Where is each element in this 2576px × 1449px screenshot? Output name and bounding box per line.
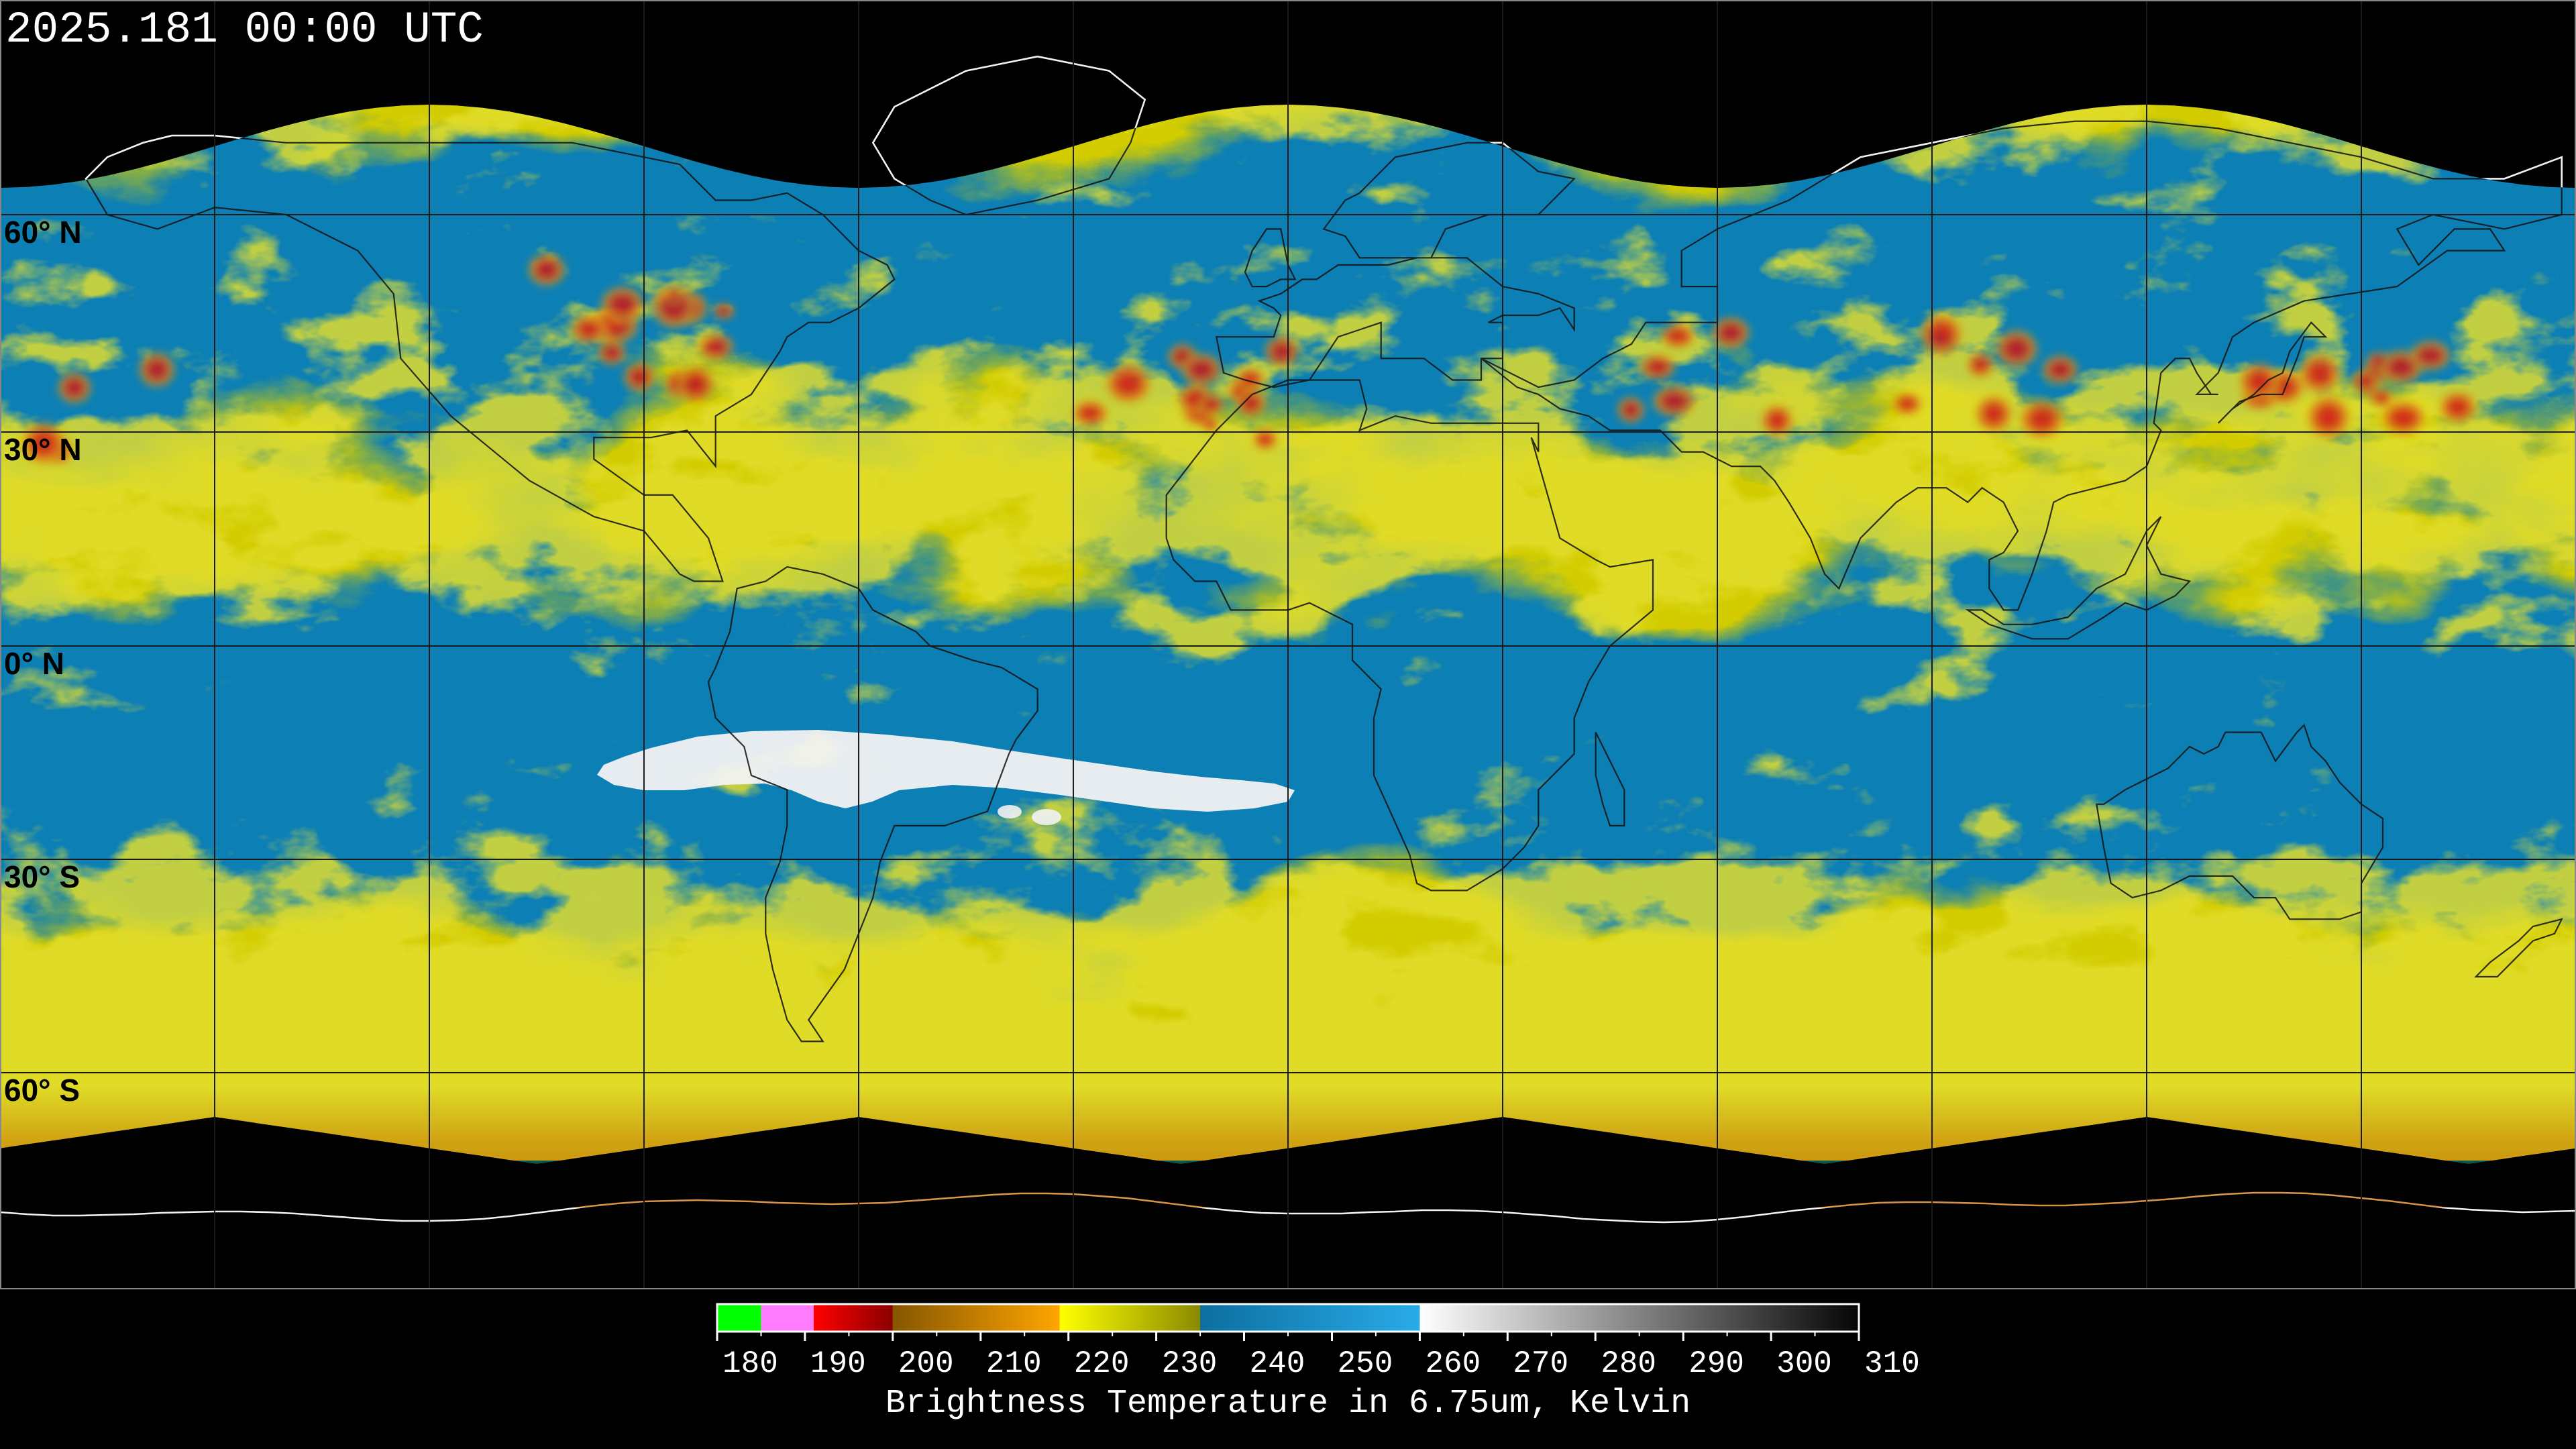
svg-text:310: 310 [1864, 1346, 1920, 1381]
svg-text:270: 270 [1513, 1346, 1568, 1381]
svg-text:250: 250 [1338, 1346, 1393, 1381]
svg-text:190: 190 [810, 1346, 866, 1381]
svg-text:240: 240 [1250, 1346, 1305, 1381]
svg-text:0° N: 0° N [4, 646, 64, 681]
svg-text:Brightness Temperature in 6.75: Brightness Temperature in 6.75um, Kelvin [885, 1385, 1690, 1423]
svg-text:200: 200 [898, 1346, 954, 1381]
svg-text:30° N: 30° N [4, 432, 82, 467]
svg-text:290: 290 [1688, 1346, 1744, 1381]
svg-text:300: 300 [1776, 1346, 1832, 1381]
svg-text:2025.181 00:00 UTC: 2025.181 00:00 UTC [5, 5, 484, 55]
svg-text:180: 180 [722, 1346, 778, 1381]
svg-text:210: 210 [986, 1346, 1042, 1381]
svg-text:30° S: 30° S [4, 859, 80, 894]
svg-text:230: 230 [1162, 1346, 1218, 1381]
svg-text:280: 280 [1601, 1346, 1656, 1381]
svg-text:60° N: 60° N [4, 215, 82, 250]
svg-text:260: 260 [1425, 1346, 1481, 1381]
svg-text:220: 220 [1074, 1346, 1130, 1381]
svg-text:60° S: 60° S [4, 1073, 80, 1108]
